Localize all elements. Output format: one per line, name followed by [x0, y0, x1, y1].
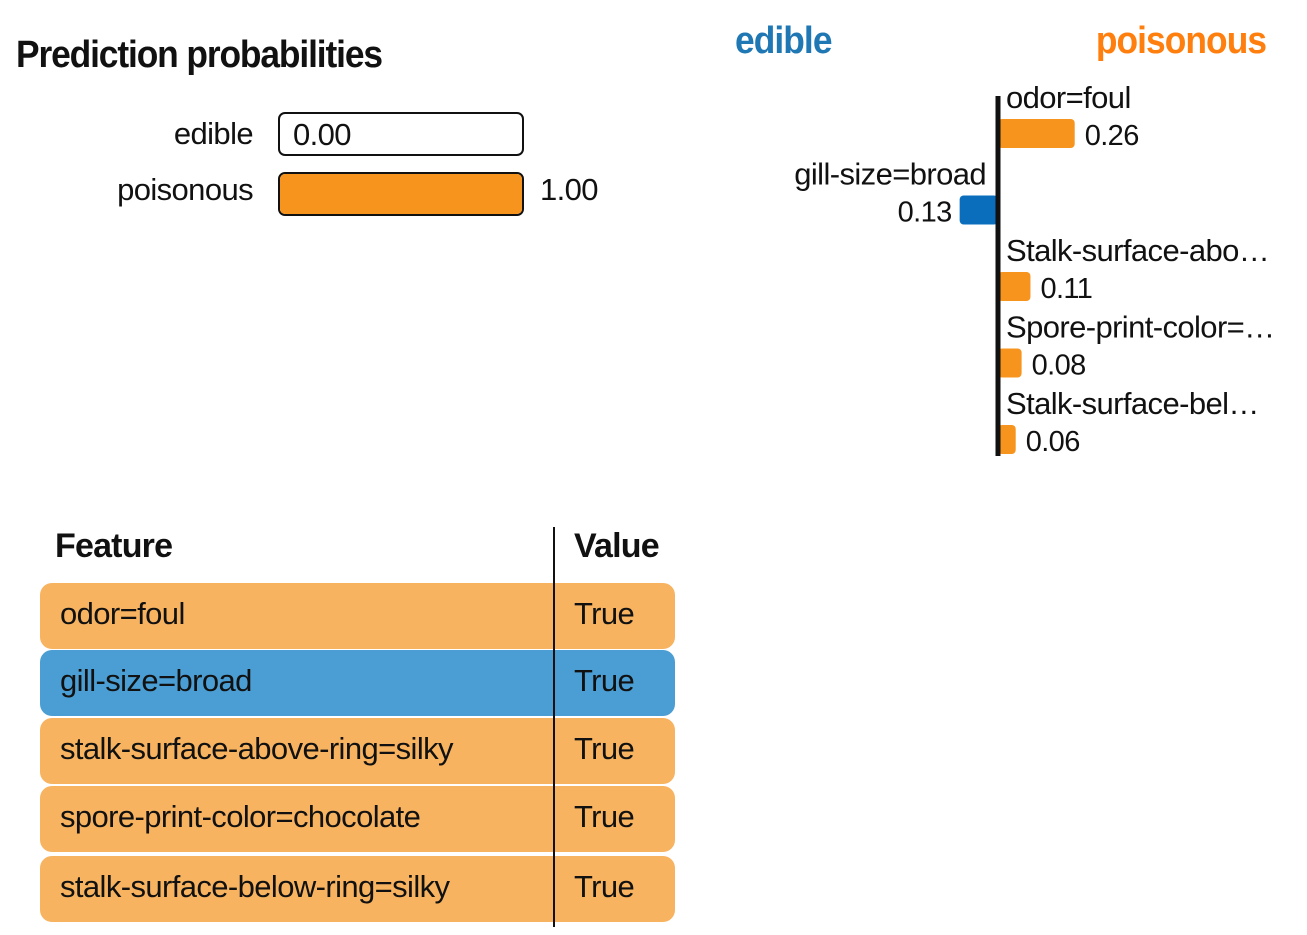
feature-label: gill-size=broad — [794, 157, 986, 192]
probability-label-edible: edible — [173, 116, 254, 151]
weight-value-label: 0.11 — [1040, 273, 1092, 305]
table-cell-value: True — [574, 731, 635, 766]
probability-label-poisonous: poisonous — [117, 172, 254, 207]
table-row: spore-print-color=chocolate True — [40, 786, 675, 852]
weight-value-label: 0.06 — [1026, 426, 1080, 458]
probability-value-edible: 0.00 — [293, 117, 352, 152]
table-row: stalk-surface-above-ring=silky True — [40, 718, 675, 784]
negative-class-label: edible — [735, 20, 832, 62]
table-row: gill-size=broad True — [40, 650, 675, 716]
probability-bar-poisonous — [278, 172, 524, 216]
positive-class-label: poisonous — [1095, 20, 1267, 62]
weight-value-label: 0.26 — [1085, 120, 1139, 152]
table-cell-feature: odor=foul — [60, 596, 185, 631]
weight-bar — [998, 119, 1075, 148]
table-row: stalk-surface-below-ring=silky True — [40, 856, 675, 922]
feature-label: Stalk-surface-abo… — [1006, 233, 1269, 268]
feature-weight-chart: odor=foul 0.26 gill-size=broad 0.13 Stalk-su… — [794, 80, 1275, 458]
prediction-probabilities-title: Prediction probabilities — [16, 34, 383, 76]
feature-label: Spore-print-color=… — [1006, 310, 1275, 345]
table-column-divider — [553, 527, 555, 927]
feature-label: odor=foul — [1006, 80, 1131, 115]
table-header-feature: Feature — [55, 527, 173, 565]
table-cell-value: True — [574, 869, 635, 904]
feature-value-table: Feature Value odor=foul True gill-size=b… — [40, 527, 675, 927]
probability-bar-edible: 0.00 — [278, 112, 524, 156]
probability-fill-poisonous — [280, 174, 522, 214]
table-cell-feature: gill-size=broad — [60, 663, 252, 698]
table-cell-value: True — [574, 799, 635, 834]
table-cell-value: True — [574, 596, 635, 631]
weight-bar — [998, 348, 1022, 378]
probability-value-poisonous: 1.00 — [540, 172, 599, 207]
feature-label: Stalk-surface-bel… — [1006, 386, 1259, 421]
table-cell-feature: stalk-surface-below-ring=silky — [60, 869, 450, 904]
table-row: odor=foul True — [40, 583, 675, 649]
table-cell-feature: spore-print-color=chocolate — [60, 799, 421, 834]
table-header-value: Value — [574, 527, 660, 565]
weight-value-label: 0.08 — [1032, 350, 1086, 382]
weight-bar — [998, 425, 1016, 454]
weight-value-label: 0.13 — [898, 197, 952, 229]
weight-bar — [998, 272, 1031, 301]
weight-bar — [959, 195, 998, 225]
table-cell-value: True — [574, 663, 635, 698]
table-cell-feature: stalk-surface-above-ring=silky — [60, 731, 454, 766]
